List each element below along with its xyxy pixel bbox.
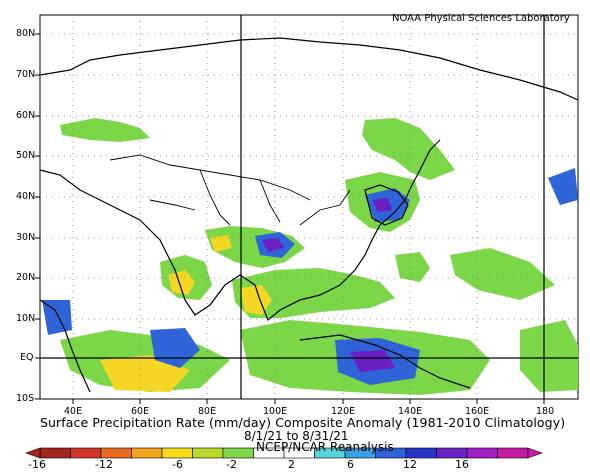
colorbar-segment xyxy=(70,447,102,459)
very-wet-japan xyxy=(372,198,392,212)
colorbar-segment xyxy=(466,447,498,459)
colorbar-label: 12 xyxy=(403,458,417,471)
lon-tick-160e: 160E xyxy=(465,406,490,417)
colorbar-segment xyxy=(131,447,163,459)
wet-area-bay xyxy=(395,252,430,282)
lab-credit: NOAA Physical Sciences Laboratory xyxy=(392,13,570,24)
colorbar-left-arrow xyxy=(25,447,41,459)
lat-tick-60n: 60N xyxy=(16,110,36,121)
colorbar-label: -12 xyxy=(95,458,113,471)
dry-area-tibet xyxy=(210,235,232,252)
dry-area-se-asia xyxy=(240,285,272,315)
wet-area-scs xyxy=(232,268,395,318)
lat-tick-80n: 80N xyxy=(16,28,36,39)
colorbar-segment xyxy=(100,447,132,459)
lon-tick-140e: 140E xyxy=(398,406,423,417)
lon-tick-40e: 40E xyxy=(64,406,83,417)
map-title: Surface Precipitation Rate (mm/day) Comp… xyxy=(40,415,566,430)
wet-area-siberia xyxy=(60,118,150,142)
colorbar-label: -2 xyxy=(226,458,237,471)
lat-tick-50n: 50N xyxy=(16,150,36,161)
lon-tick-180: 180 xyxy=(536,406,555,417)
colorbar-label: -16 xyxy=(28,458,46,471)
date-range: 8/1/21 to 8/31/21 xyxy=(244,429,349,443)
dry-area-ocean xyxy=(100,355,190,392)
axis-ticks xyxy=(35,33,545,404)
lat-tick-10s: 10S xyxy=(16,393,35,404)
colorbar-right-arrow xyxy=(527,447,543,459)
dotted-grid xyxy=(40,15,578,399)
colorbar-segment xyxy=(39,447,71,459)
strong-wet-arabia xyxy=(42,300,72,335)
colorbar-segment xyxy=(436,447,468,459)
wet-area-ne-asia xyxy=(362,118,455,180)
colorbar-segment xyxy=(497,447,529,459)
lon-tick-60e: 60E xyxy=(131,406,150,417)
reference-lines xyxy=(40,15,578,399)
borders xyxy=(109,154,351,226)
colorbar-segment xyxy=(192,447,224,459)
lat-tick-30n: 30N xyxy=(16,232,36,243)
very-wet-maritime xyxy=(350,350,395,372)
lon-tick-100e: 100E xyxy=(263,406,288,417)
colorbar-label: 2 xyxy=(288,458,295,471)
lat-tick-20n: 20N xyxy=(16,272,36,283)
lat-tick-40n: 40N xyxy=(16,191,36,202)
colorbar-label: 6 xyxy=(347,458,354,471)
lat-tick-10n: 10N xyxy=(16,313,36,324)
lat-tick-70n: 70N xyxy=(16,69,36,80)
strong-wet-east-asia xyxy=(548,168,578,205)
lat-tick-eq: EQ xyxy=(20,352,34,363)
colorbar xyxy=(25,447,543,459)
wet-area-east-pac xyxy=(520,320,578,392)
colorbar-segment xyxy=(405,447,437,459)
colorbar-label: -6 xyxy=(172,458,183,471)
very-wet-tibet xyxy=(262,238,284,252)
data-source: NCEP/NCAR Reanalysis xyxy=(256,440,394,454)
coastlines xyxy=(39,37,579,393)
colorbar-segment xyxy=(161,447,193,459)
lon-tick-120e: 120E xyxy=(331,406,356,417)
lon-tick-80e: 80E xyxy=(198,406,217,417)
colorbar-label: 16 xyxy=(455,458,469,471)
dry-area-india xyxy=(168,270,195,295)
colorbar-segment xyxy=(222,447,254,459)
wet-area-pacific xyxy=(450,248,555,300)
